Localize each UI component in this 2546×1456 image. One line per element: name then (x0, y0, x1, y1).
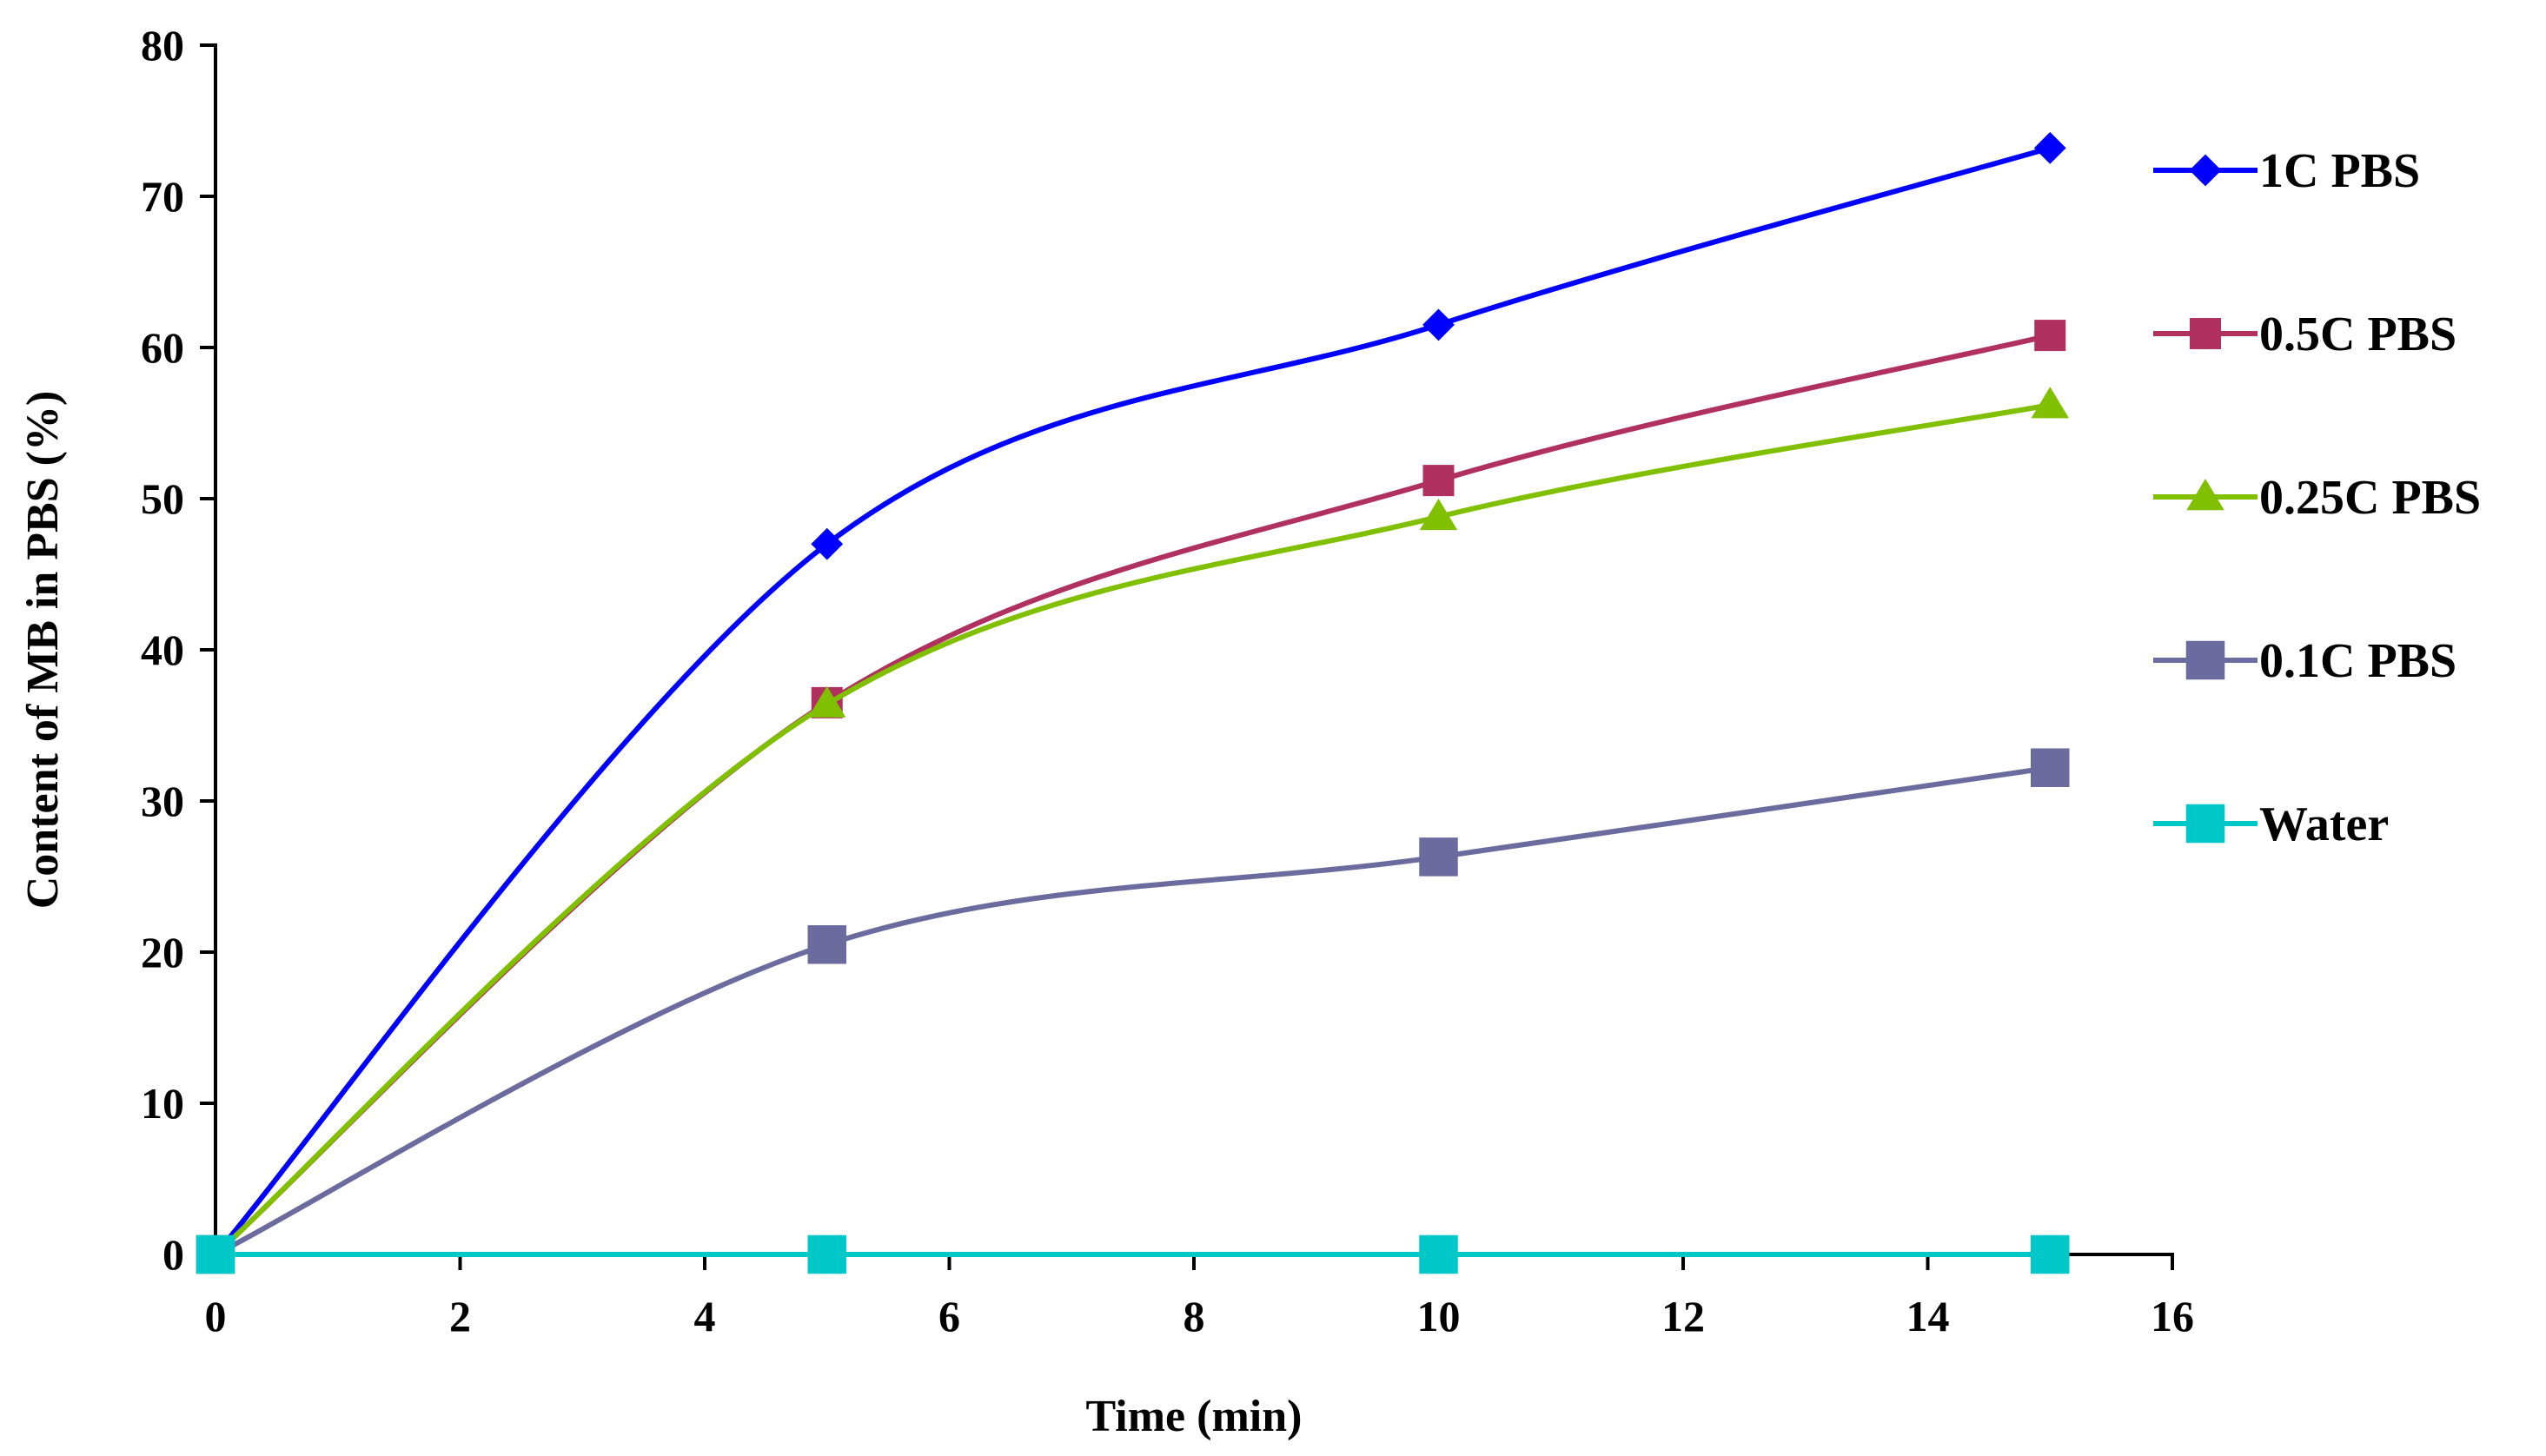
series-layer (196, 131, 2070, 1274)
legend-marker (2190, 318, 2221, 349)
legend-item: 1C PBS (2153, 144, 2420, 198)
legend-item: Water (2153, 797, 2389, 851)
legend-label: 0.25C PBS (2259, 471, 2481, 525)
x-tick-label: 0 (205, 1292, 227, 1340)
x-tick-label: 4 (694, 1292, 716, 1340)
data-point (1422, 465, 1455, 497)
y-tick-label: 50 (141, 474, 184, 523)
data-point (807, 925, 846, 964)
x-tick-label: 12 (1661, 1292, 1705, 1340)
legend-marker (2185, 640, 2225, 680)
y-axis-title: Content of MB in PBS (%) (18, 391, 68, 910)
series-1c-pbs (199, 131, 2066, 1271)
data-point (1419, 1234, 1458, 1274)
data-point (811, 527, 844, 560)
x-tick-label: 8 (1183, 1292, 1205, 1340)
data-point (2033, 131, 2066, 164)
series-line (213, 145, 2053, 1257)
axes (214, 43, 2174, 1256)
data-point (1422, 308, 1455, 341)
legend-item: 0.1C PBS (2153, 634, 2456, 688)
legend-item: 0.25C PBS (2153, 471, 2481, 525)
x-tick-label: 6 (938, 1292, 960, 1340)
series-line (213, 333, 2053, 1257)
legend-label: Water (2259, 797, 2389, 851)
data-point (2031, 387, 2069, 419)
data-point (2034, 320, 2066, 352)
series-0-1c-pbs (196, 748, 2070, 1274)
x-tick-label: 10 (1417, 1292, 1461, 1340)
y-tick-label: 0 (162, 1230, 184, 1279)
x-tick-label: 16 (2151, 1292, 2194, 1340)
data-point (196, 1234, 235, 1274)
legend-marker (2189, 154, 2222, 187)
y-tick-label: 40 (141, 625, 184, 674)
legend-marker (2186, 479, 2224, 511)
series-line (213, 764, 2053, 1257)
x-ticks: 0 2 4 6 8 10 12 14 16 (205, 1254, 2194, 1340)
legend-label: 1C PBS (2259, 144, 2420, 198)
data-point (2031, 748, 2070, 787)
y-tick-label: 80 (141, 21, 184, 69)
y-tick-label: 10 (141, 1079, 184, 1128)
series-line (213, 402, 2053, 1257)
series-water (196, 1234, 2070, 1274)
legend: 1C PBS 0.5C PBS 0.25C PBS 0.1C PBS Water (2153, 144, 2481, 851)
data-point (1419, 837, 1458, 877)
legend-marker (2185, 804, 2225, 844)
legend-label: 0.1C PBS (2259, 634, 2456, 688)
data-point (1419, 498, 1458, 531)
y-tick-label: 60 (141, 323, 184, 372)
data-point (2031, 1234, 2070, 1274)
y-tick-label: 30 (141, 777, 184, 825)
y-ticks: 0 10 20 30 40 50 60 70 80 (141, 21, 215, 1279)
series-0-25c-pbs (196, 387, 2069, 1268)
series-0-5c-pbs (200, 320, 2066, 1270)
y-tick-label: 70 (141, 172, 184, 221)
legend-label: 0.5C PBS (2259, 308, 2456, 361)
legend-item: 0.5C PBS (2153, 308, 2456, 361)
x-axis-title: Time (min) (1086, 1392, 1303, 1441)
y-tick-label: 20 (141, 928, 184, 976)
x-tick-label: 14 (1906, 1292, 1950, 1340)
x-tick-label: 2 (449, 1292, 471, 1340)
data-point (808, 685, 846, 718)
data-point (807, 1234, 846, 1274)
